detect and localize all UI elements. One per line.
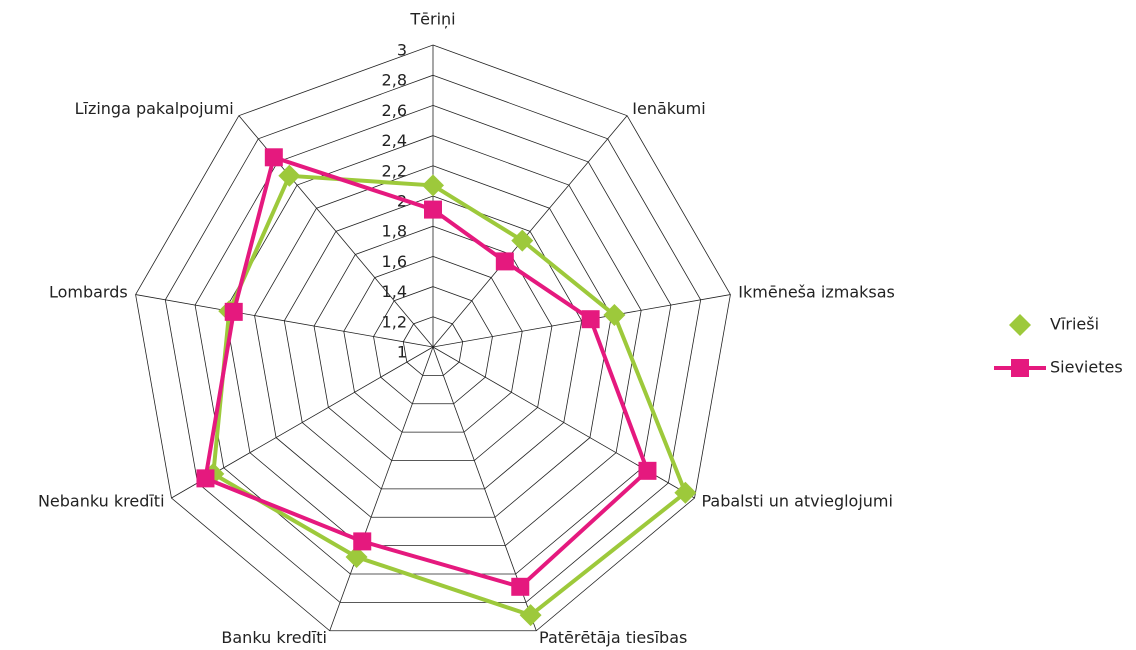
category-label: Patērētāja tiesības xyxy=(539,628,687,647)
grid-ring xyxy=(373,286,493,405)
grid-ring xyxy=(254,165,612,518)
category-label: Nebanku kredīti xyxy=(38,492,165,511)
legend-label: Sievietes xyxy=(1050,358,1123,377)
marker xyxy=(278,164,301,187)
series-line xyxy=(211,173,688,618)
marker xyxy=(603,304,626,327)
marker xyxy=(264,148,283,167)
marker xyxy=(511,577,530,596)
marker xyxy=(196,469,215,488)
grid-ring xyxy=(164,74,702,603)
tick-label: 2,2 xyxy=(382,161,407,180)
grid-ring xyxy=(224,135,642,547)
spoke xyxy=(432,115,628,348)
category-label: Pabalsti un atvieglojumi xyxy=(701,492,893,511)
tick-label: 1,4 xyxy=(382,282,407,301)
grid-ring xyxy=(402,316,464,376)
spoke xyxy=(135,294,434,348)
spoke xyxy=(329,346,434,631)
grid-ring xyxy=(135,44,731,632)
category-label: Banku kredīti xyxy=(221,628,327,647)
tick-label: 1 xyxy=(397,343,407,362)
marker xyxy=(581,310,600,329)
legend-marker xyxy=(1011,359,1029,377)
marker xyxy=(638,461,657,480)
category-label: Ienākumi xyxy=(632,99,705,118)
grid-ring xyxy=(194,104,672,575)
category-label: Ikmēneša izmaksas xyxy=(738,283,895,302)
category-label: Tēriņi xyxy=(409,10,455,29)
marker xyxy=(511,229,534,252)
grid-ring xyxy=(343,255,523,433)
grid-ring xyxy=(313,225,553,461)
marker xyxy=(674,481,697,504)
category-label: Lombards xyxy=(49,283,128,302)
tick-label: 3 xyxy=(397,41,407,60)
marker xyxy=(224,302,243,321)
tick-label: 1,2 xyxy=(382,312,407,331)
grid-ring xyxy=(283,195,583,490)
tick-label: 2,8 xyxy=(382,71,407,90)
series-line xyxy=(203,154,650,590)
marker xyxy=(353,532,372,551)
tick-label: 1,6 xyxy=(382,252,407,271)
legend-label: Vīrieši xyxy=(1050,315,1099,334)
marker xyxy=(422,174,444,197)
tick-label: 2,6 xyxy=(382,101,407,120)
marker xyxy=(424,200,442,219)
marker xyxy=(519,604,542,627)
tick-label: 1,8 xyxy=(382,222,407,241)
marker xyxy=(495,252,514,271)
tick-label: 2,4 xyxy=(382,131,407,150)
category-label: Līzinga pakalpojumi xyxy=(75,99,234,118)
marker xyxy=(345,546,368,569)
legend-marker xyxy=(1009,314,1031,336)
